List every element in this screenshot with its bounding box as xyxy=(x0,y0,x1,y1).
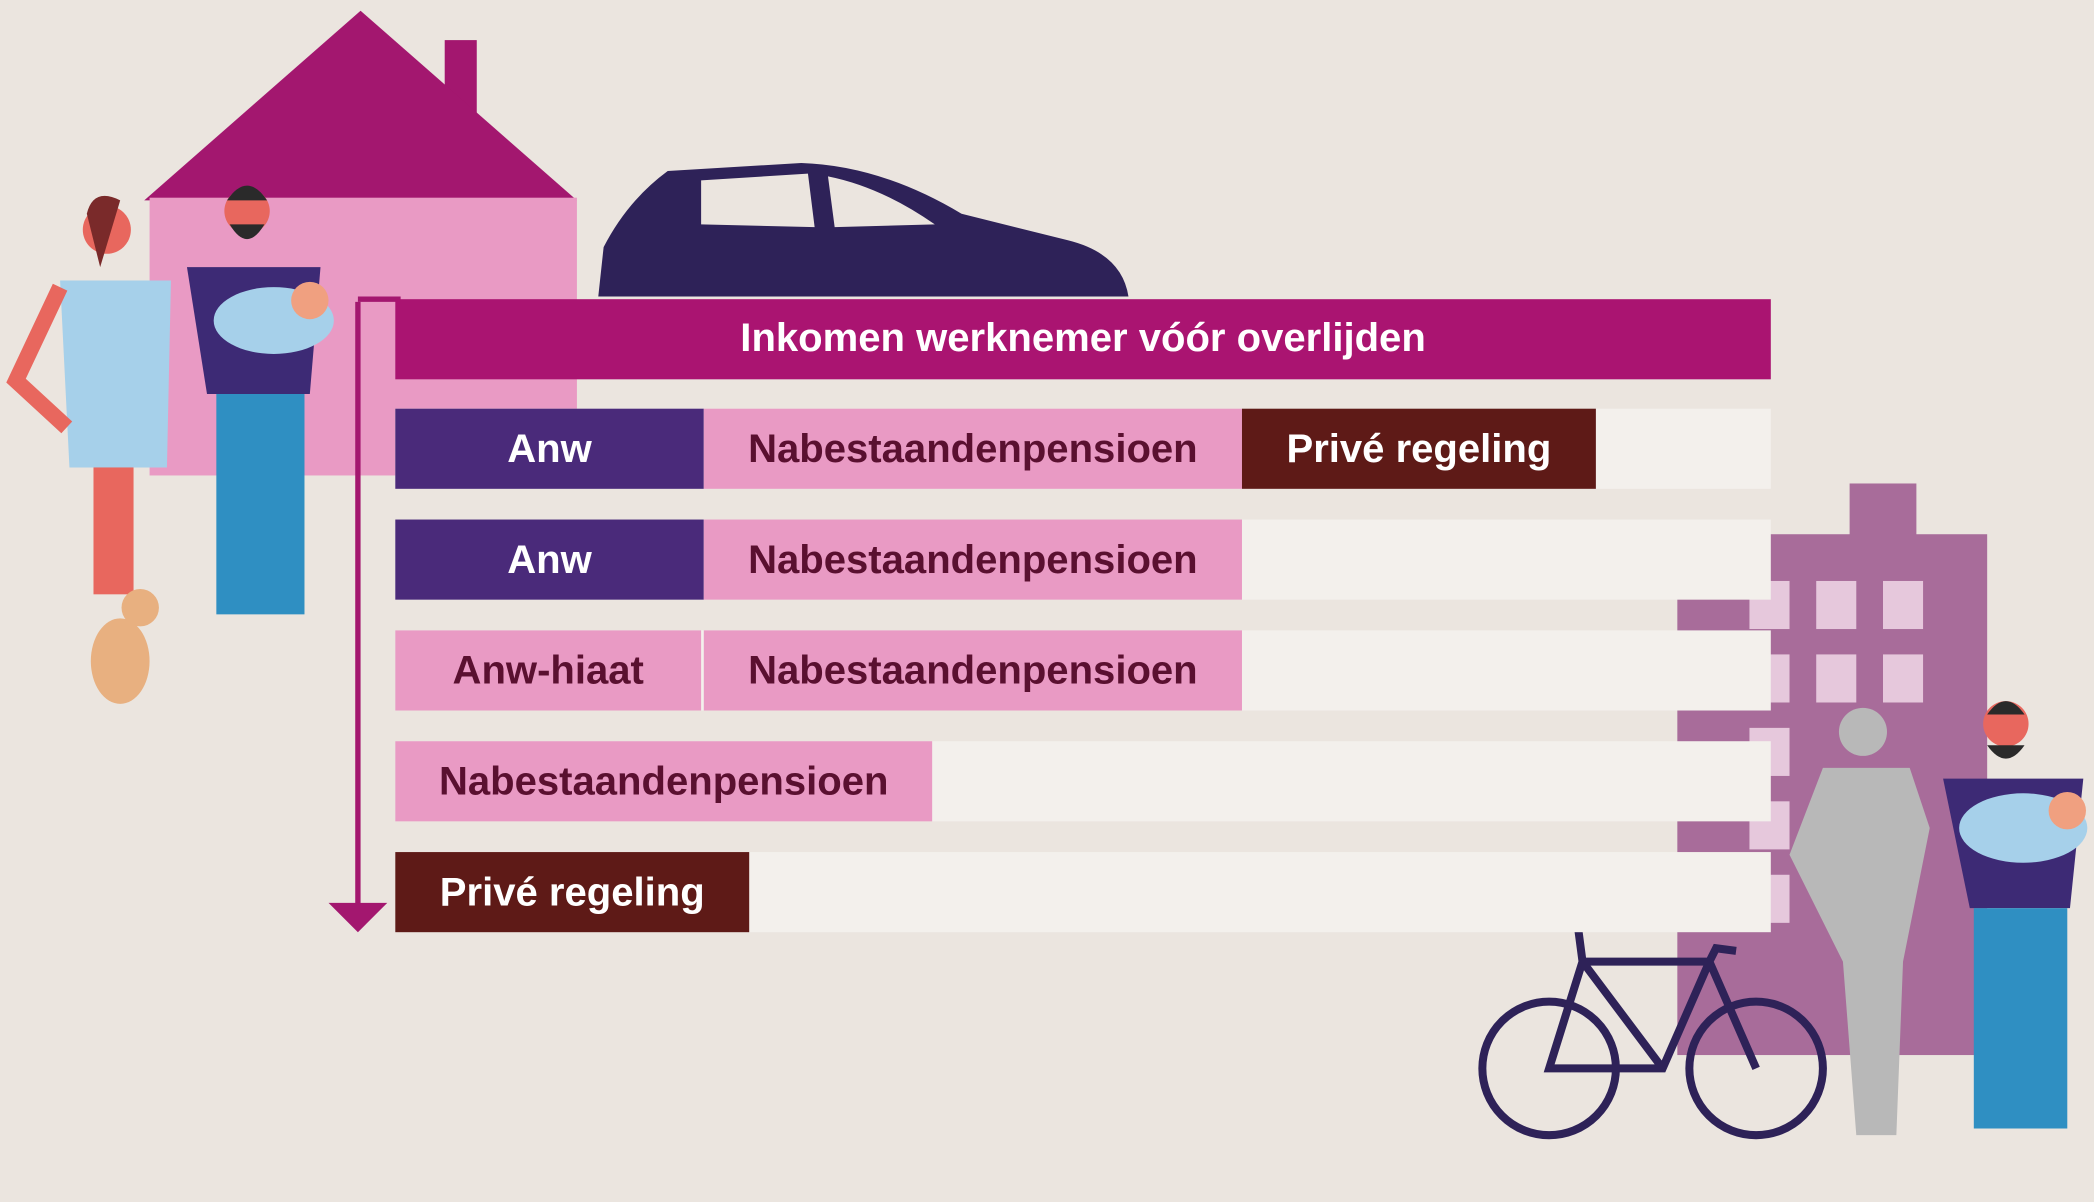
segment-label: Nabestaandenpensioen xyxy=(748,649,1198,693)
window xyxy=(1816,580,1857,630)
woman-arm xyxy=(6,283,73,434)
dog-head xyxy=(121,588,159,627)
segment xyxy=(1241,408,1596,489)
segment-label: Anw-hiaat xyxy=(453,649,644,693)
woman-legs xyxy=(93,467,134,595)
segment xyxy=(395,519,704,600)
window xyxy=(1816,654,1857,703)
segment-label: Anw xyxy=(507,538,592,582)
segment xyxy=(395,630,702,711)
baby-head xyxy=(291,281,329,320)
man-hair xyxy=(1987,701,2025,759)
segment xyxy=(703,408,1242,489)
man-hair xyxy=(227,185,268,240)
header-bar xyxy=(395,299,1771,380)
building-top xyxy=(1849,483,1917,537)
man-legs xyxy=(1973,908,2068,1129)
segment-label: Nabestaandenpensioen xyxy=(748,538,1198,582)
wheel xyxy=(1685,997,1827,1140)
segment-label: Nabestaandenpensioen xyxy=(748,427,1198,471)
family xyxy=(6,185,334,704)
grey-head xyxy=(1838,707,1888,756)
baby-head xyxy=(2048,791,2086,830)
woman-hair xyxy=(86,195,121,268)
dog xyxy=(90,618,150,704)
man-legs xyxy=(216,394,305,615)
segment-label: Nabestaandenpensioen xyxy=(439,760,889,804)
window xyxy=(1882,580,1924,630)
header-title: Inkomen werknemer vóór overlijden xyxy=(740,316,1425,360)
segment xyxy=(395,852,750,933)
income-rows: Anw Nabestaandenpensioen Privé regeling Anw… xyxy=(395,408,1771,933)
roof xyxy=(144,10,577,201)
grey-figure xyxy=(1789,767,1930,1136)
segment-label: Privé regeling xyxy=(440,870,705,914)
people-right xyxy=(1789,701,2088,1136)
bicycle xyxy=(1478,904,1827,1140)
bicycle-frame xyxy=(1543,904,1760,1073)
segment xyxy=(703,630,1242,711)
window xyxy=(1882,654,1924,703)
segment-label: Anw xyxy=(507,427,592,471)
segment xyxy=(395,741,933,822)
car-windows xyxy=(701,173,935,228)
woman-dress xyxy=(60,280,171,468)
segment-label: Privé regeling xyxy=(1286,427,1551,471)
segment xyxy=(703,519,1242,600)
arrow-head xyxy=(328,902,388,933)
segment xyxy=(395,408,704,489)
